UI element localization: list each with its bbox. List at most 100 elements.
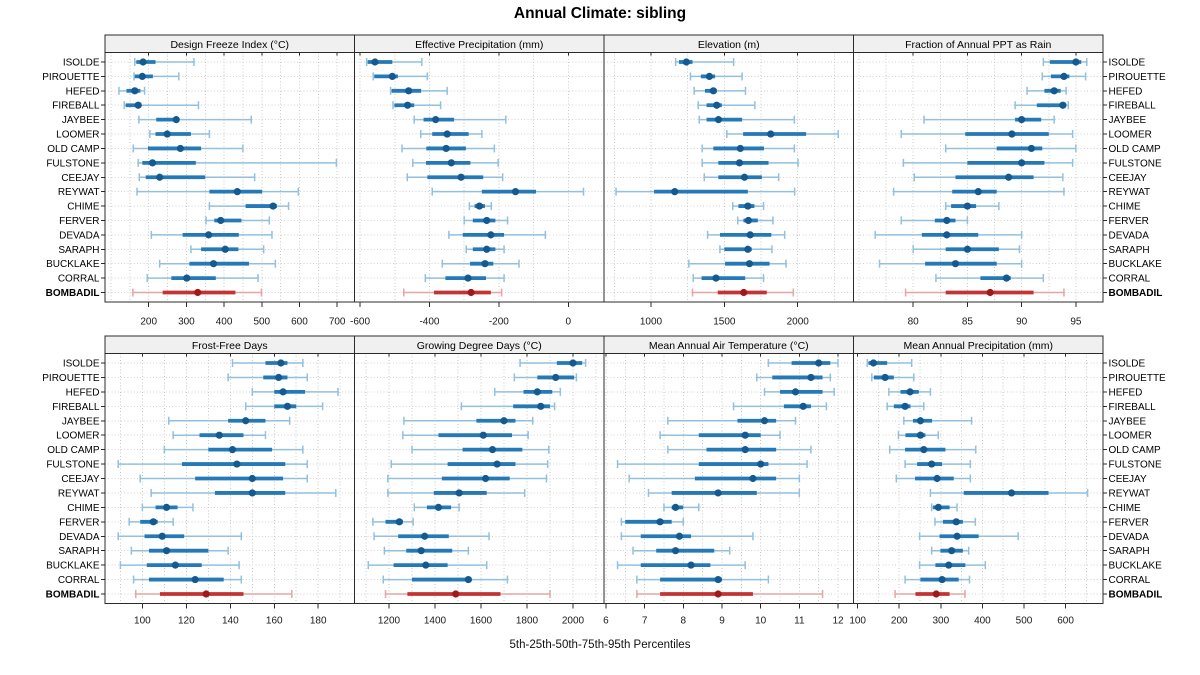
dot-p50 xyxy=(442,144,450,153)
site-series-fulstone xyxy=(137,158,338,167)
dot-p50 xyxy=(736,144,744,153)
dot-p50 xyxy=(974,188,982,196)
dot-p50 xyxy=(452,590,460,598)
axis-tick-label: 1000 xyxy=(640,317,663,328)
axis-tick-label: 500 xyxy=(1016,616,1033,627)
site-label-left: HEFED xyxy=(66,86,100,97)
site-series-bombadil xyxy=(904,288,1065,297)
dot-p50 xyxy=(745,260,754,268)
site-series-isolde xyxy=(519,359,587,367)
dot-p50 xyxy=(714,590,722,598)
dot-p50 xyxy=(537,402,545,410)
dot-p50 xyxy=(455,489,463,497)
dot-p50 xyxy=(1072,58,1080,66)
dot-p50 xyxy=(943,231,951,239)
dot-p50 xyxy=(671,547,680,555)
site-series-chime xyxy=(930,503,958,512)
site-label-right: JAYBEE xyxy=(1109,115,1147,126)
site-series-saraph xyxy=(190,245,265,254)
dot-p50 xyxy=(744,216,753,225)
axis-tick-label: 1800 xyxy=(516,616,539,627)
dot-p50 xyxy=(1007,489,1016,497)
site-series-pirouette xyxy=(133,72,180,81)
axis-tick-label: -200 xyxy=(489,317,509,328)
axis-tick-label: 100 xyxy=(849,616,866,627)
site-label-right: CORRAL xyxy=(1109,575,1151,586)
site-series-jaybee xyxy=(138,115,252,124)
site-series-reywat xyxy=(150,488,337,497)
site-series-hefed xyxy=(888,387,932,396)
site-label-left: LOOMER xyxy=(56,130,99,141)
dot-p50 xyxy=(916,431,925,439)
axis-tick-label: 0 xyxy=(565,317,571,328)
panel-series xyxy=(616,359,839,598)
axis-tick-label: 7 xyxy=(642,616,648,627)
site-label-right: BOMBADIL xyxy=(1109,288,1163,299)
dot-p50 xyxy=(269,202,277,210)
site-label-right: FULSTONE xyxy=(1109,460,1162,471)
site-series-chime xyxy=(468,202,492,211)
site-series-bombadil xyxy=(403,288,503,297)
axis-tick-label: 1400 xyxy=(424,616,447,627)
site-series-bucklake xyxy=(878,259,1023,268)
site-label-right: DEVADA xyxy=(1109,230,1150,241)
site-series-reywat xyxy=(647,488,801,497)
dot-p50 xyxy=(500,417,508,425)
site-series-isolde xyxy=(365,58,423,66)
site-label-right: SARAPH xyxy=(1109,245,1150,256)
site-series-loomer xyxy=(897,431,940,440)
dot-p50 xyxy=(163,130,171,138)
dot-p50 xyxy=(682,58,690,66)
site-series-old-camp xyxy=(401,144,496,153)
site-series-pirouette xyxy=(372,72,429,81)
site-series-jaybee xyxy=(403,416,534,425)
site-series-devada xyxy=(874,230,1023,239)
site-label-left: BUCKLAKE xyxy=(46,561,100,572)
panel-title: Elevation (m) xyxy=(698,39,760,51)
site-series-saraph xyxy=(130,546,229,555)
panel: Frost-Free Days 100 120 140 160 180 xyxy=(104,335,355,627)
dot-p50 xyxy=(483,245,491,253)
site-series-fireball xyxy=(732,402,828,411)
site-series-jaybee xyxy=(413,115,507,124)
dot-p50 xyxy=(920,446,928,454)
site-label-left: REYWAT xyxy=(58,488,100,499)
site-series-chime xyxy=(731,202,765,211)
site-series-fulstone xyxy=(616,460,808,469)
site-label-left: JAYBEE xyxy=(62,416,100,427)
panel: Elevation (m) 1000 1500 2000 xyxy=(603,34,854,328)
axis-tick-label: -400 xyxy=(419,317,439,328)
dot-p50 xyxy=(740,173,749,181)
panel-title: Design Freeze Index (°C) xyxy=(170,39,289,51)
dot-p50 xyxy=(1060,72,1068,81)
site-series-old-camp xyxy=(944,144,1077,153)
dot-p50 xyxy=(1018,159,1026,167)
site-series-loomer xyxy=(172,431,267,440)
axis-tick-label: 95 xyxy=(1070,317,1082,328)
site-series-old-camp xyxy=(667,445,812,454)
dot-p50 xyxy=(479,431,487,439)
site-series-isolde xyxy=(1042,58,1088,66)
dot-p50 xyxy=(671,188,679,196)
site-label-left: FERVER xyxy=(59,216,99,227)
dot-p50 xyxy=(1050,87,1058,95)
site-series-isolde xyxy=(767,359,839,367)
site-label-right: REYWAT xyxy=(1109,187,1151,198)
dot-p50 xyxy=(687,561,695,569)
dot-p50 xyxy=(740,288,748,297)
dot-p50 xyxy=(422,561,430,569)
site-series-reywat xyxy=(387,488,526,497)
dot-p50 xyxy=(948,547,956,555)
site-series-fireball xyxy=(123,101,200,110)
dot-p50 xyxy=(233,460,241,468)
dot-p50 xyxy=(807,373,815,382)
site-series-hefed xyxy=(1026,86,1067,95)
dot-p50 xyxy=(767,130,775,138)
site-series-reywat xyxy=(615,187,796,196)
site-series-ceejay xyxy=(406,173,504,182)
dot-p50 xyxy=(215,431,223,439)
axis-tick-label: 500 xyxy=(253,317,270,328)
panel: Mean Annual Air Temperature (°C) 6 7 8 9 10 11… xyxy=(603,335,854,627)
axis-tick-label: 6 xyxy=(603,616,609,627)
axis-tick-label: 1600 xyxy=(470,616,493,627)
